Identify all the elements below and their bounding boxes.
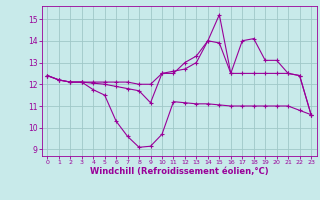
X-axis label: Windchill (Refroidissement éolien,°C): Windchill (Refroidissement éolien,°C) [90, 167, 268, 176]
